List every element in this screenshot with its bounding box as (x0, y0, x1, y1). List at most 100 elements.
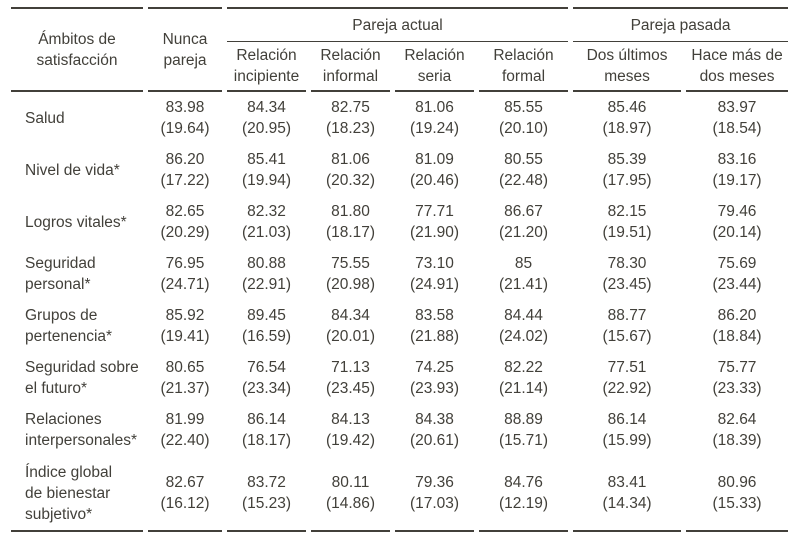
data-cell: 88.77 (15.67) (573, 300, 681, 352)
mean-value: 74.25 (415, 359, 454, 376)
mean-value: 76.95 (165, 255, 205, 272)
sd-value: (15.67) (602, 328, 652, 345)
mean-value: 85 (514, 255, 533, 272)
sd-value: (20.10) (498, 120, 549, 137)
sd-value: (17.22) (160, 172, 210, 189)
data-cell: 86.20 (17.22) (148, 144, 222, 196)
mean-value: 83.97 (717, 99, 757, 116)
mean-value: 78.30 (607, 255, 647, 272)
mean-value: 85.92 (165, 307, 205, 324)
header-group-pareja-pasada: Pareja pasada (573, 7, 789, 42)
row-label: Nivel de vida* (25, 161, 120, 179)
sd-value: (20.46) (409, 172, 460, 189)
sd-value: (18.17) (325, 224, 376, 241)
mean-value: 83.16 (717, 151, 757, 168)
mean-value: 81.09 (415, 151, 454, 168)
data-cell: 83.72 (15.23) (227, 456, 306, 532)
mean-value: 75.69 (717, 255, 757, 272)
sd-value: (24.91) (409, 276, 460, 293)
sd-value: (16.12) (160, 495, 210, 512)
sd-value: (19.42) (325, 432, 376, 449)
data-cell: 86.20 (18.84) (686, 300, 788, 352)
mean-value: 86.14 (247, 411, 286, 428)
data-cell: 85.92 (19.41) (148, 300, 222, 352)
mean-value: 79.46 (717, 203, 757, 220)
header-sub-row: Relación incipiente Relación informal Re… (11, 42, 789, 92)
data-cell: 78.30 (23.45) (573, 248, 681, 300)
sd-value: (19.94) (241, 172, 292, 189)
sd-value: (20.95) (241, 120, 292, 137)
data-cell: 88.89 (15.71) (479, 404, 568, 456)
sd-value: (17.03) (409, 495, 460, 512)
header-relacion-incipiente: Relación incipiente (227, 42, 306, 92)
data-cell: 84.44 (24.02) (479, 300, 568, 352)
sd-value: (15.33) (712, 495, 762, 512)
data-cell: 81.80 (18.17) (311, 196, 390, 248)
sd-value: (18.23) (325, 120, 376, 137)
mean-value: 75.77 (717, 359, 757, 376)
data-cell: 86.67 (21.20) (479, 196, 568, 248)
data-cell: 82.65 (20.29) (148, 196, 222, 248)
sd-value: (21.41) (498, 276, 549, 293)
sd-value: (21.88) (409, 328, 460, 345)
table-row: Relaciones interpersonales* 81.99 (22.40) 8… (11, 404, 788, 456)
data-cell: 82.75 (18.23) (311, 92, 390, 144)
data-cell: 77.71 (21.90) (395, 196, 474, 248)
mean-value: 82.75 (331, 99, 370, 116)
table-row: Seguridad sobre el futuro* 80.65 (21.37) 76… (11, 352, 788, 404)
data-cell: 81.06 (20.32) (311, 144, 390, 196)
row-label: Relaciones interpersonales* (25, 411, 138, 449)
data-cell: 82.64 (18.39) (686, 404, 788, 456)
header-relacion-formal: Relación formal (479, 42, 569, 92)
mean-value: 82.67 (165, 474, 205, 491)
mean-value: 89.45 (247, 307, 286, 324)
sd-value: (15.71) (498, 432, 549, 449)
sd-value: (23.44) (712, 276, 762, 293)
mean-value: 71.13 (331, 359, 370, 376)
mean-value: 84.38 (415, 411, 454, 428)
data-cell: 86.14 (15.99) (573, 404, 681, 456)
header-ambitos: Ámbitos de satisfacción (11, 7, 143, 92)
data-cell: 83.98 (19.64) (148, 92, 222, 144)
mean-value: 85.46 (607, 99, 647, 116)
mean-value: 83.41 (607, 474, 647, 491)
sd-value: (24.71) (160, 276, 210, 293)
sd-value: (16.59) (241, 328, 292, 345)
data-cell: 85 (21.41) (479, 248, 568, 300)
mean-value: 80.88 (247, 255, 286, 272)
data-cell: 80.96 (15.33) (686, 456, 789, 532)
sd-value: (19.41) (160, 328, 210, 345)
mean-value: 77.71 (415, 203, 454, 220)
mean-value: 81.80 (331, 203, 370, 220)
row-label: Salud (25, 109, 65, 127)
mean-value: 85.39 (607, 151, 647, 168)
sd-value: (19.24) (409, 120, 460, 137)
sd-value: (20.29) (160, 224, 210, 241)
mean-value: 82.15 (607, 203, 647, 220)
mean-value: 84.44 (504, 307, 543, 324)
mean-value: 83.72 (247, 474, 286, 491)
sd-value: (20.01) (325, 328, 376, 345)
header-nunca-pareja: Nunca pareja (148, 7, 222, 92)
sd-value: (23.45) (325, 380, 376, 397)
mean-value: 80.11 (331, 474, 370, 491)
mean-value: 84.13 (331, 411, 370, 428)
data-cell: 76.54 (23.34) (227, 352, 306, 404)
mean-value: 85.41 (247, 151, 286, 168)
data-cell: 77.51 (22.92) (573, 352, 681, 404)
mean-value: 84.34 (331, 307, 370, 324)
data-cell: 82.32 (21.03) (227, 196, 306, 248)
data-cell: 71.13 (23.45) (311, 352, 390, 404)
row-label: Seguridad sobre el futuro* (25, 359, 139, 397)
sd-value: (20.32) (325, 172, 376, 189)
data-cell: 74.25 (23.93) (395, 352, 474, 404)
mean-value: 82.65 (165, 203, 205, 220)
sd-value: (12.19) (498, 495, 549, 512)
mean-value: 80.55 (504, 151, 543, 168)
sd-value: (23.33) (712, 380, 762, 397)
mean-value: 80.65 (165, 359, 205, 376)
row-label: Índice global de bienestar subjetivo* (11, 456, 143, 532)
data-cell: 84.34 (20.01) (311, 300, 390, 352)
sd-value: (19.17) (712, 172, 762, 189)
